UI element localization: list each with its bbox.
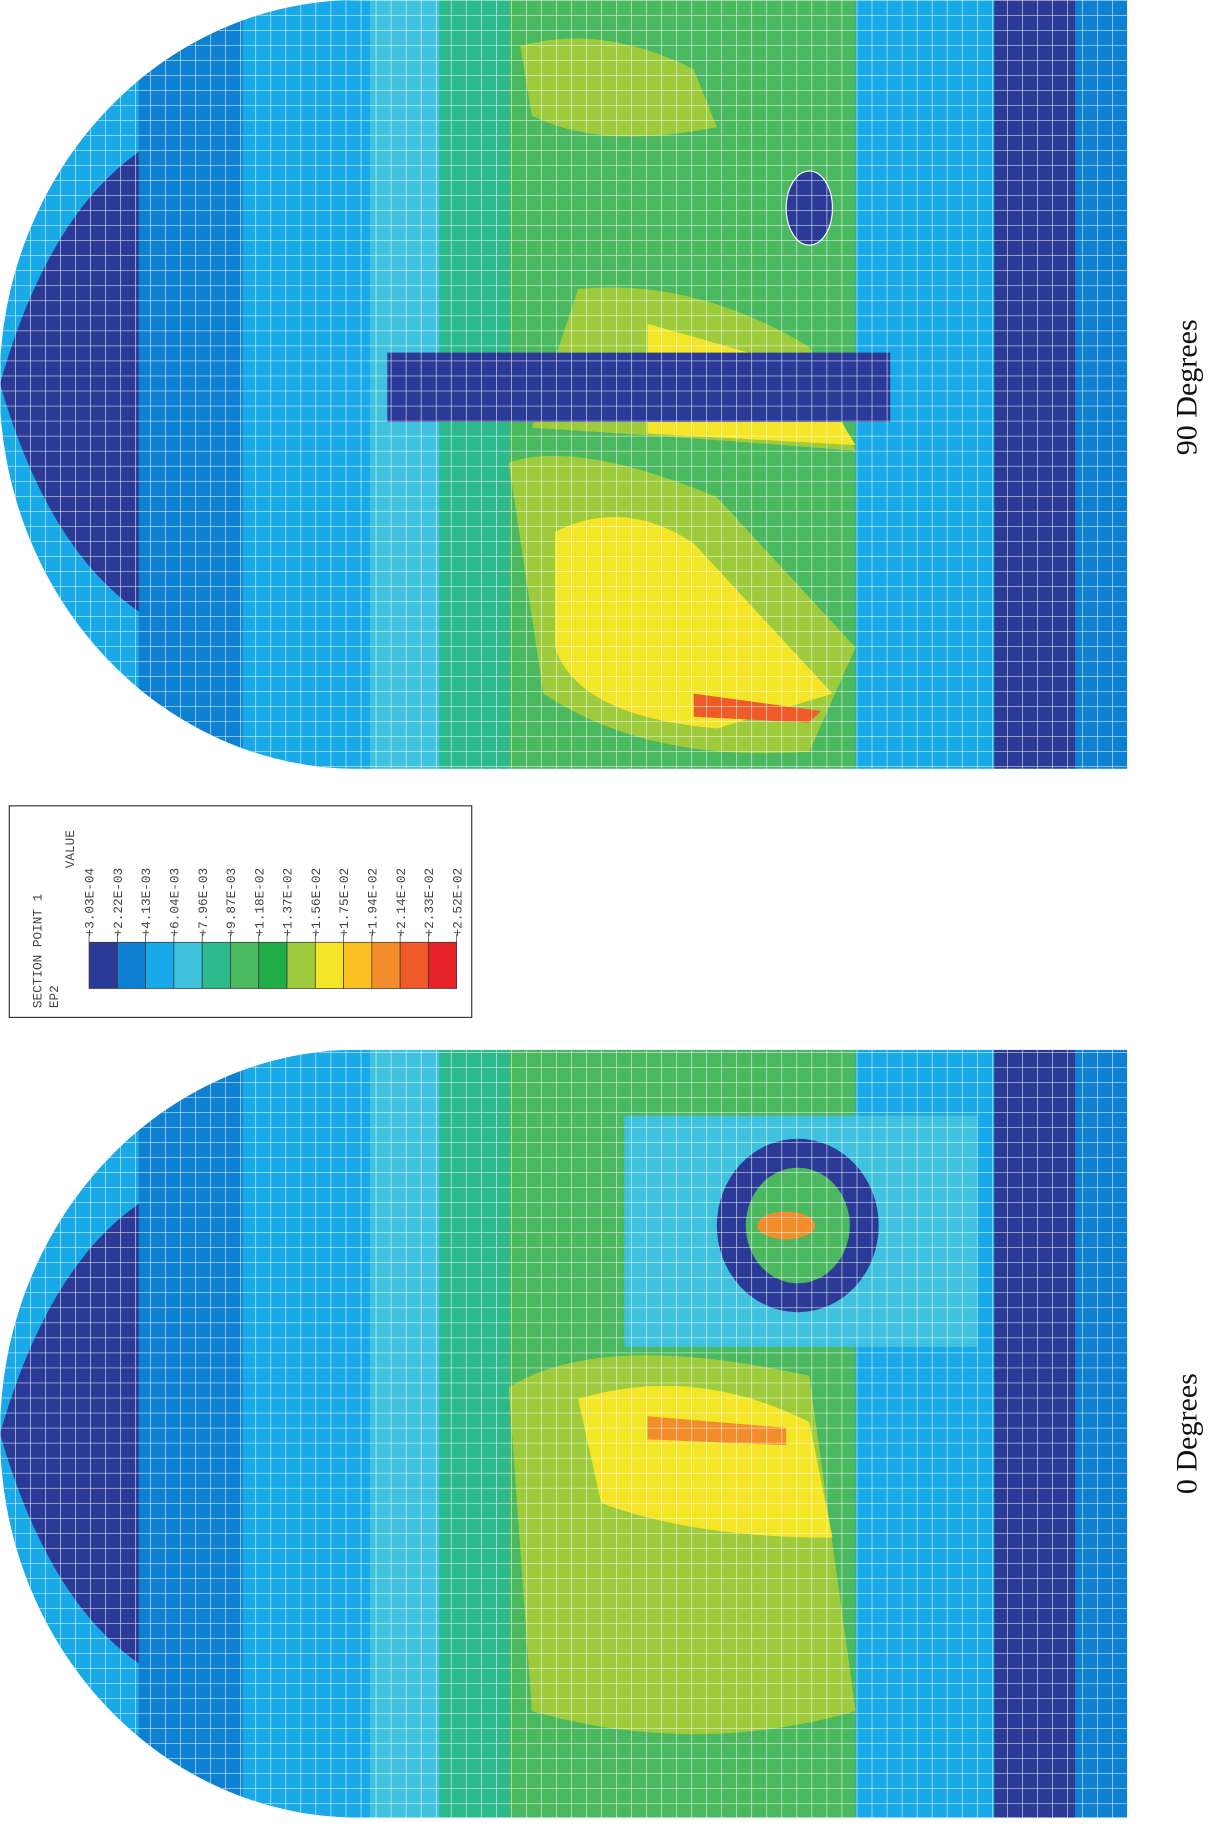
legend-swatch <box>174 942 202 988</box>
legend-level-label: +2.22E-03 <box>111 868 126 937</box>
contour-panel-90 <box>0 0 1127 769</box>
legend-level-label: +1.75E-02 <box>337 868 352 937</box>
legend-level-label: +6.04E-03 <box>168 868 183 937</box>
legend-level-label: +2.14E-02 <box>394 868 409 937</box>
legend-level-label: +1.56E-02 <box>309 868 324 937</box>
contour-panel-0 <box>0 1050 1127 1819</box>
legend-level-label: +2.33E-02 <box>422 868 437 937</box>
legend-swatch <box>202 942 230 988</box>
legend-swatch <box>146 942 174 988</box>
legend-value-header: VALUE <box>63 830 78 868</box>
legend-level-label: +1.37E-02 <box>281 868 296 937</box>
legend-swatch <box>400 942 428 988</box>
legend-swatch <box>89 942 117 988</box>
legend-level-label: +4.13E-03 <box>139 868 154 937</box>
legend-level-label: +3.03E-04 <box>83 868 98 937</box>
legend-swatch <box>259 942 287 988</box>
legend-swatch <box>230 942 258 988</box>
panel-label: 0 Degrees <box>1170 1373 1204 1494</box>
legend-swatch <box>372 942 400 988</box>
legend-swatch <box>117 942 145 988</box>
legend-title: SECTION POINT 1 <box>31 893 46 1008</box>
panel-label: 90 Degrees <box>1170 319 1204 455</box>
legend-level-label: +1.94E-02 <box>365 868 380 937</box>
legend-level-label: +7.96E-03 <box>196 868 211 937</box>
legend-level-label: +1.18E-02 <box>252 868 267 937</box>
legend-swatch <box>315 942 343 988</box>
legend-swatch <box>344 942 372 988</box>
page: SECTION POINT 1 EP2 VALUE +3.03E-04 +2.22… <box>0 0 1214 1829</box>
legend-swatch <box>287 942 315 988</box>
legend-swatch <box>428 942 456 988</box>
legend-level-label: +2.52E-02 <box>450 868 465 937</box>
legend-variable: EP2 <box>47 985 62 1008</box>
legend-level-label: +9.87E-03 <box>224 868 239 937</box>
